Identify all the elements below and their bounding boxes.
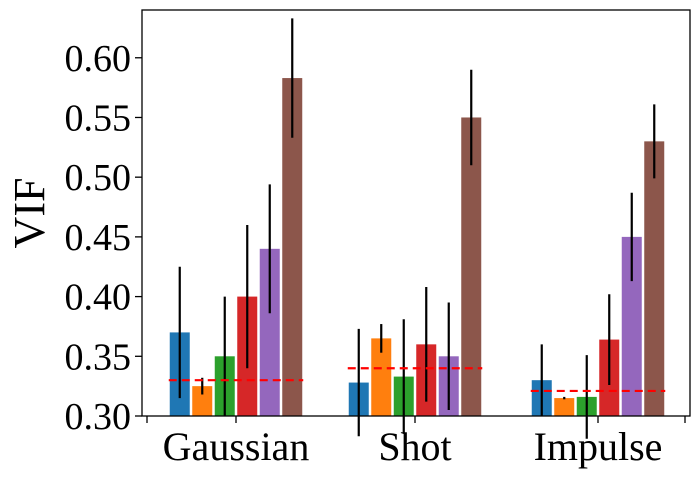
plot-frame — [141, 9, 691, 417]
y-tick-label: 0.55 — [65, 97, 132, 139]
bar-series5-gaussian — [259, 248, 280, 416]
x-tick-label-impulse: Impulse — [534, 424, 663, 469]
x-tick-label-gaussian: Gaussian — [163, 424, 310, 469]
y-tick-label: 0.45 — [65, 217, 132, 259]
y-tick-label: 0.35 — [65, 336, 132, 378]
bar-series2-impulse — [554, 398, 575, 416]
bar-series2-shot — [371, 338, 392, 416]
plot-marks — [168, 18, 666, 439]
y-axis-label: VIF — [5, 178, 54, 249]
bar-series2-gaussian — [192, 386, 213, 416]
bar-series6-impulse — [644, 141, 665, 416]
x-tick-label-shot: Shot — [378, 424, 451, 469]
x-axis: Gaussian Shot Impulse — [146, 416, 686, 469]
bar-series6-gaussian — [282, 78, 303, 417]
axes — [141, 9, 691, 417]
y-tick-label: 0.40 — [65, 277, 132, 319]
bar-series6-shot — [461, 117, 482, 417]
y-axis: 0.30 0.35 0.40 0.45 0.50 0.55 0.60 — [65, 38, 142, 438]
y-tick-label: 0.50 — [65, 157, 132, 199]
y-tick-label: 0.30 — [65, 396, 132, 438]
y-tick-label: 0.60 — [65, 38, 132, 80]
bar-series5-impulse — [621, 236, 642, 416]
